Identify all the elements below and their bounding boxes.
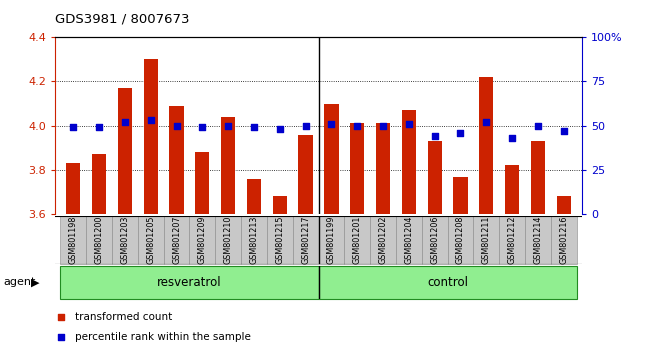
Bar xyxy=(60,216,86,264)
Bar xyxy=(118,88,132,214)
Point xyxy=(558,128,569,134)
Text: GDS3981 / 8007673: GDS3981 / 8007673 xyxy=(55,12,190,25)
Bar xyxy=(422,216,448,264)
Point xyxy=(361,233,372,238)
Text: ▶: ▶ xyxy=(31,277,40,287)
Bar xyxy=(170,106,184,214)
Bar xyxy=(267,216,292,264)
Bar xyxy=(505,165,519,214)
Bar xyxy=(164,216,189,264)
Bar xyxy=(428,141,442,214)
Text: GSM801203: GSM801203 xyxy=(120,216,129,264)
Text: GSM801202: GSM801202 xyxy=(378,216,387,264)
Text: GSM801207: GSM801207 xyxy=(172,216,181,264)
Bar xyxy=(298,135,313,214)
Text: GSM801201: GSM801201 xyxy=(353,216,361,264)
Bar xyxy=(189,216,215,264)
Point xyxy=(249,125,259,130)
Text: GSM801209: GSM801209 xyxy=(198,216,207,264)
Point xyxy=(404,121,414,127)
Bar xyxy=(60,266,318,299)
Point xyxy=(352,123,363,129)
Point xyxy=(274,126,285,132)
Point xyxy=(430,133,440,139)
Bar xyxy=(396,216,422,264)
Point xyxy=(378,123,388,129)
Bar xyxy=(273,196,287,214)
Text: GSM801208: GSM801208 xyxy=(456,216,465,264)
Point xyxy=(197,125,207,130)
Text: GSM801205: GSM801205 xyxy=(146,216,155,264)
Point xyxy=(481,119,491,125)
Text: GSM801213: GSM801213 xyxy=(250,216,259,264)
Point xyxy=(507,135,517,141)
Text: control: control xyxy=(427,276,468,289)
Bar xyxy=(499,216,525,264)
Text: GSM801216: GSM801216 xyxy=(559,216,568,264)
Text: GSM801214: GSM801214 xyxy=(534,216,542,264)
Bar xyxy=(247,179,261,214)
Bar xyxy=(350,124,364,214)
Bar xyxy=(453,177,467,214)
Bar xyxy=(318,266,577,299)
Point xyxy=(300,123,311,129)
Bar xyxy=(195,152,209,214)
Point xyxy=(455,130,465,136)
Bar xyxy=(138,216,164,264)
Point xyxy=(68,125,79,130)
Point xyxy=(361,48,372,54)
Bar xyxy=(473,216,499,264)
Point xyxy=(94,125,105,130)
Point xyxy=(533,123,543,129)
Point xyxy=(120,119,130,125)
Text: agent: agent xyxy=(3,277,36,287)
Text: GSM801211: GSM801211 xyxy=(482,216,491,264)
Point xyxy=(146,118,156,123)
Text: GSM801198: GSM801198 xyxy=(69,216,78,264)
Bar xyxy=(144,59,158,214)
Text: GSM801204: GSM801204 xyxy=(404,216,413,264)
Bar xyxy=(479,77,493,214)
Bar xyxy=(525,216,551,264)
Text: GSM801215: GSM801215 xyxy=(276,216,284,264)
Bar xyxy=(402,110,416,214)
Text: GSM801210: GSM801210 xyxy=(224,216,233,264)
Bar xyxy=(344,216,370,264)
Point xyxy=(172,123,182,129)
Bar xyxy=(531,141,545,214)
Bar xyxy=(112,216,138,264)
Bar xyxy=(370,216,396,264)
Point xyxy=(326,121,337,127)
Point xyxy=(223,123,233,129)
Bar xyxy=(324,104,339,214)
Bar xyxy=(86,216,112,264)
Text: percentile rank within the sample: percentile rank within the sample xyxy=(75,332,251,342)
Bar xyxy=(551,216,577,264)
Bar xyxy=(556,196,571,214)
Bar xyxy=(241,216,267,264)
Bar xyxy=(448,216,473,264)
Text: GSM801199: GSM801199 xyxy=(327,216,336,264)
Text: GSM801217: GSM801217 xyxy=(301,216,310,264)
Bar xyxy=(66,163,81,214)
Text: GSM801200: GSM801200 xyxy=(95,216,103,264)
Bar xyxy=(376,124,390,214)
Bar xyxy=(92,154,106,214)
Bar xyxy=(215,216,241,264)
Bar xyxy=(292,216,318,264)
Text: resveratrol: resveratrol xyxy=(157,276,222,289)
Text: GSM801206: GSM801206 xyxy=(430,216,439,264)
Bar xyxy=(221,117,235,214)
Bar xyxy=(318,216,344,264)
Text: transformed count: transformed count xyxy=(75,312,172,321)
Text: GSM801212: GSM801212 xyxy=(508,216,517,264)
